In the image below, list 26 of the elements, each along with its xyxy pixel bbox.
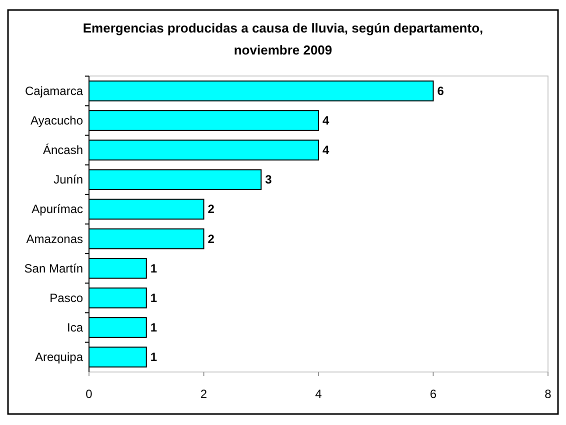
data-label: 1 [150, 261, 158, 276]
y-tick-label: Cajamarca [24, 84, 84, 98]
y-tick-label: Áncash [42, 143, 83, 158]
y-tick-label: Ayacucho [30, 114, 84, 128]
data-label: 3 [265, 172, 272, 187]
y-tick-label: Arequipa [34, 350, 84, 364]
data-label: 6 [437, 84, 444, 98]
x-tick-label: 8 [544, 387, 552, 401]
y-tick-label: Pasco [50, 290, 84, 305]
x-tick-label: 6 [430, 387, 437, 401]
data-label: 1 [150, 290, 158, 305]
data-label: 1 [150, 320, 158, 334]
y-tick-label: San Martín [24, 261, 83, 276]
x-tick-label: 2 [200, 387, 208, 401]
y-tick-label: Junín [54, 172, 83, 187]
data-label: 1 [150, 350, 158, 364]
y-tick-label: Apurímac [32, 202, 83, 216]
x-tick-label: 4 [315, 387, 322, 401]
data-label: 2 [208, 232, 215, 246]
y-tick-label: Amazonas [26, 232, 83, 246]
chart-title: Emergencias producidas a causa de lluvia, según departamento, noviembre 2009 [82, 20, 484, 58]
data-label: 4 [322, 143, 330, 158]
x-tick-label: 0 [86, 387, 93, 401]
y-tick-label: Ica [66, 320, 84, 334]
data-label: 2 [208, 202, 215, 216]
data-label: 4 [322, 114, 330, 128]
